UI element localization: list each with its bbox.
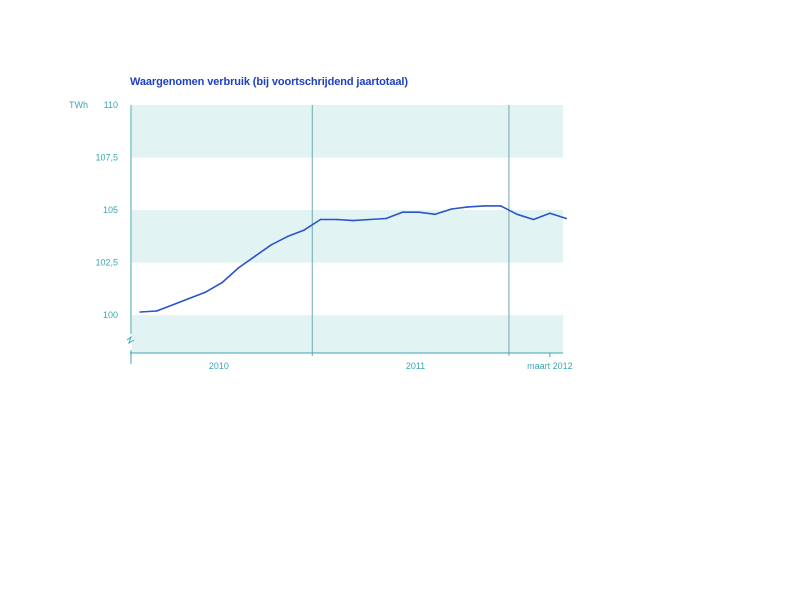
data-point-0-9 <box>286 235 289 238</box>
x-tick-label-0: 2010 <box>209 361 229 371</box>
data-point-0-2 <box>172 303 174 306</box>
data-point-0-21 <box>483 205 486 207</box>
data-point-0-24 <box>532 218 535 221</box>
data-point-0-14 <box>368 218 371 221</box>
axes <box>126 105 563 364</box>
band-0 <box>132 105 563 158</box>
data-point-0-5 <box>221 281 223 284</box>
background-bands <box>132 105 563 353</box>
data-point-0-8 <box>270 243 273 246</box>
data-point-0-26 <box>565 217 568 220</box>
data-point-0-4 <box>204 291 207 293</box>
data-point-0-15 <box>385 217 387 220</box>
data-point-0-3 <box>188 297 191 300</box>
y-tick-label-1: 107,5 <box>95 153 118 163</box>
series-group <box>139 205 568 313</box>
x-tick-label-2: maart 2012 <box>527 361 573 371</box>
data-point-0-16 <box>401 211 404 213</box>
y-unit-label: TWh <box>69 100 88 110</box>
band-2 <box>132 315 563 353</box>
data-point-0-25 <box>549 212 551 215</box>
data-point-0-20 <box>467 206 469 208</box>
data-point-0-6 <box>237 267 240 269</box>
data-point-0-12 <box>336 218 338 221</box>
data-point-0-13 <box>352 219 355 222</box>
data-point-0-7 <box>254 255 256 258</box>
data-point-0-1 <box>155 310 158 312</box>
y-tick-label-0: 110 <box>104 100 118 110</box>
data-point-0-0 <box>139 311 141 313</box>
data-point-0-17 <box>417 211 420 213</box>
x-tick-label-1: 2011 <box>406 361 425 371</box>
data-point-0-18 <box>434 213 436 216</box>
y-tick-label-2: 105 <box>103 205 118 215</box>
axis-break-mark <box>126 335 135 345</box>
band-1 <box>132 210 563 263</box>
data-point-0-23 <box>516 213 518 216</box>
tick-labels: 110 107,5 105 102,5 100 TWh 2010 2011 maart 2012 <box>69 100 573 371</box>
data-point-0-10 <box>303 229 305 231</box>
y-tick-label-3: 102,5 <box>95 258 118 268</box>
data-point-0-22 <box>499 205 502 207</box>
year-dividers <box>311 105 510 356</box>
y-tick-label-4: 100 <box>103 310 118 320</box>
data-point-0-19 <box>450 208 453 210</box>
data-point-0-11 <box>319 218 322 221</box>
chart-title: Waargenomen verbruik (bij voortschrijden… <box>130 76 408 88</box>
